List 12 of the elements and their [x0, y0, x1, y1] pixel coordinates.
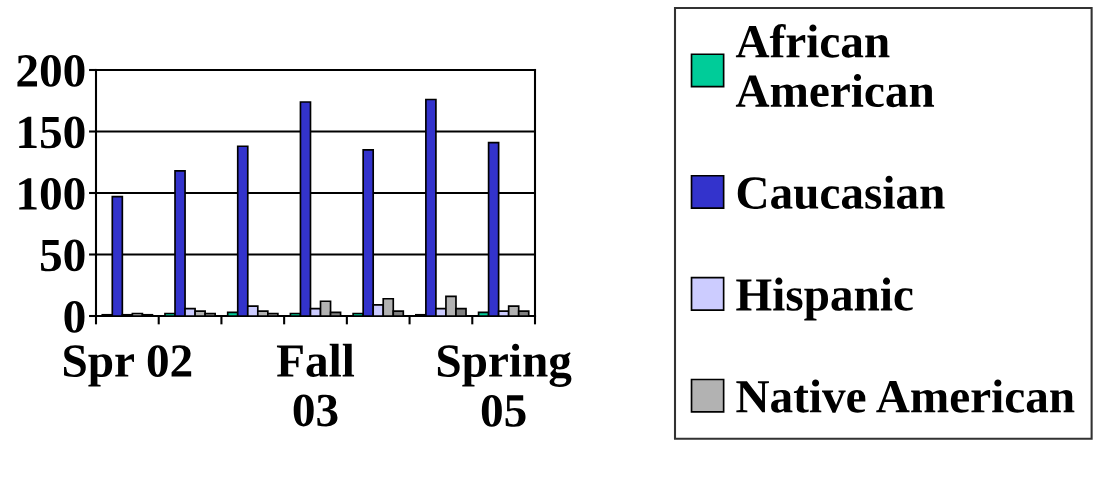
y-tick-label: 200: [17, 54, 85, 87]
y-tick-label: 50: [40, 239, 85, 272]
x-tick-label: Spring 05: [437, 343, 572, 427]
legend-label: African American: [735, 24, 935, 108]
legend-label: Native American: [736, 379, 1075, 413]
x-tick-label: Spr 02: [64, 345, 192, 387]
legend-label: Hispanic: [736, 277, 913, 321]
y-tick-label: 100: [19, 177, 85, 210]
legend-label: Caucasian: [737, 175, 945, 210]
y-tick-label: 0: [64, 300, 85, 333]
y-tick-label: 150: [19, 116, 85, 149]
x-tick-label: Fall 03: [276, 343, 355, 427]
